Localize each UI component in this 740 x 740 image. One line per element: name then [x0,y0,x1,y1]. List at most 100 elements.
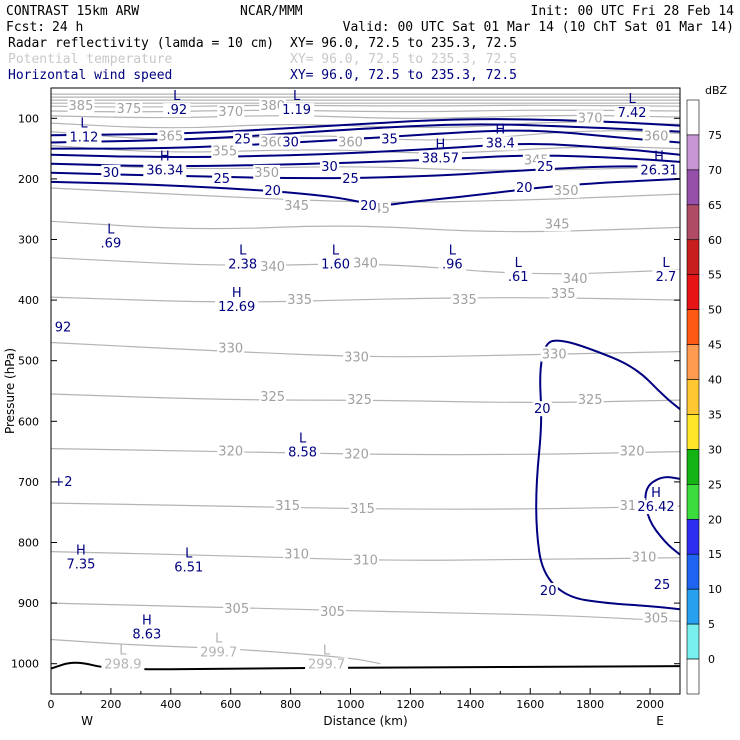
extremum-value-bg [614,106,650,121]
theta-label: 305 [644,611,669,626]
wind-label: 20 [516,181,533,196]
theta-label-bg [337,134,364,150]
theta-label-bg [319,604,346,620]
extremum-kind: H [654,150,664,165]
extremum-value: 1.60 [321,258,350,273]
theta-label: 325 [578,393,603,408]
field-xy: XY= 96.0, 72.5 to 235.3, 72.5 [290,36,517,51]
extremum-value-bg [53,474,73,489]
wind-label-bg [652,576,672,592]
theta-label: 360 [644,129,669,144]
wind-label-bg [379,131,400,147]
theta-label-bg [283,546,311,562]
wind-label-bg [319,158,340,174]
plot-background [51,88,680,694]
wind-contour-line [535,339,680,611]
extremum-value: 299.7 [200,645,237,660]
theta-label-bg [274,498,302,514]
extremum-value-bg [438,257,467,272]
y-tick-label: 200 [18,173,39,186]
theta-label-bg [157,128,185,144]
colorbar-swatch [686,588,700,625]
wind-label: 30 [103,166,120,181]
header-fcst-value: 24 h [52,20,83,35]
colorbar-swatch [686,99,700,136]
colorbar-label: 10 [708,583,722,596]
wind-label-bg [281,134,301,150]
wind-label: 25 [234,133,251,148]
colorbar-label: 0 [708,653,715,666]
extremum-value-bg [285,445,321,460]
theta-label-bg [642,610,670,626]
extremum-kind: L [293,89,301,104]
x-tick-label: 200 [100,698,121,711]
extremum-value: 26.42 [637,500,674,515]
x-end-label-right: E [656,714,664,728]
theta-label-bg [576,392,604,408]
colorbar-label: 30 [708,443,722,456]
theta-label: 320 [620,445,645,460]
extremum-value-bg [215,300,259,315]
theta-label: 335 [551,287,576,302]
field-xy: XY= 96.0, 72.5 to 235.3, 72.5 [290,52,517,67]
extremum-kind: L [239,244,247,259]
extremum-value: 8.63 [132,627,161,642]
wind-label-bg [514,179,534,195]
y-tick-label: 500 [18,355,39,368]
colorbar-swatch [686,344,700,380]
field-name: Potential temperature [8,52,173,67]
extremum-value: 299.7 [308,658,345,673]
wind-contour-line [51,154,680,168]
theta-contour-line [51,502,680,510]
extremum-kind: L [449,244,457,259]
extremum-value-bg [129,627,165,642]
extremum-value: 6.51 [174,561,203,576]
extremum-value-bg [101,657,145,672]
wind-label: 20 [360,199,377,214]
theta-label-bg [253,164,281,180]
extremum-value: 12.69 [218,300,255,315]
extremum-value-bg [634,500,678,515]
extremum-value: 36.34 [146,164,183,179]
theta-label-bg [576,110,604,126]
extremum-kind: H [142,613,152,628]
theta-label: 320 [218,445,243,460]
wind-label: 30 [321,160,338,175]
extremum-value-bg [317,257,354,272]
theta-label-bg [543,216,571,232]
theta-label: 360 [338,136,363,151]
extremum-value: +2 [53,475,72,490]
x-tick-label: 600 [220,698,241,711]
theta-label: 345 [545,217,570,232]
wind-label-bg [532,401,552,417]
wind-label: 25 [537,160,554,175]
theta-label: 355 [212,145,237,160]
theta-label-bg [217,104,245,120]
extremum-kind: H [651,486,661,501]
header-center: NCAR/MMM [240,4,303,19]
theta-label-bg [223,601,251,617]
theta-label-bg [346,392,373,408]
extremum-kind: H [160,150,170,165]
colorbar-label: 20 [708,513,722,526]
extremum-kind: L [119,644,127,659]
y-tick-label: 700 [18,476,39,489]
theta-label-bg [259,134,287,150]
theta-label-bg [217,340,245,356]
wind-label: 25 [654,578,671,593]
extremum-value: .69 [101,236,122,251]
extremum-value-bg [66,130,102,145]
colorbar-label: 35 [708,408,722,421]
extremum-kind: L [299,432,307,447]
extremum-value: .61 [508,270,529,285]
extremum-value-bg [163,103,191,118]
contour-labels: 3853753653703803603553603703603453503503… [53,89,681,673]
field-legend: Radar reflectivity (lamda = 10 cm) XY= 96… [8,36,517,83]
axes: 0 200 400 600 800 1000 1200 1400 1600 1800 2000 100… [3,112,680,728]
extremum-value-bg [279,103,315,118]
extremum-value-bg [418,151,462,166]
theta-label: 370 [578,111,603,126]
x-axis-label: Distance (km) [323,714,407,728]
colorbar-swatch [686,204,700,241]
extremum-value-bg [197,645,241,660]
